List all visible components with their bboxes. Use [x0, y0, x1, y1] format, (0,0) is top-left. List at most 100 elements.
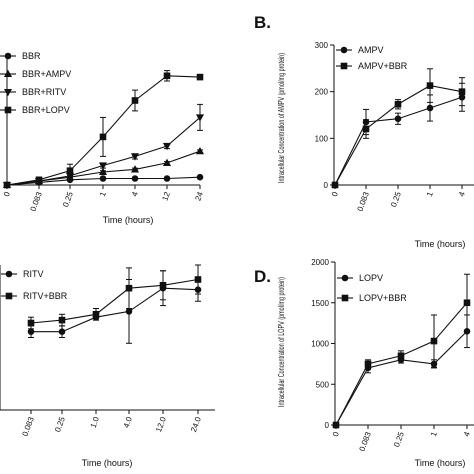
- legend-entry: BBR: [0, 51, 41, 61]
- data-point: [92, 311, 100, 318]
- legend-marker: [4, 106, 12, 114]
- y-tick-label: 0: [325, 421, 330, 430]
- legend-label: LOPV: [359, 273, 383, 283]
- series-lopv: [332, 314, 471, 429]
- series-line: [30, 278, 199, 324]
- x-tick-label: 1.0: [89, 415, 101, 429]
- data-point: [162, 142, 172, 151]
- data-point: [196, 173, 204, 181]
- data-point: [27, 328, 35, 336]
- chart-panel-d: 0 0.083 0.25 1 4 0 500 1000 1500 2000 Time (hours)…: [254, 258, 474, 468]
- legend-entry: AMPV+BBR: [336, 61, 408, 71]
- x-tick-label: 24: [193, 190, 205, 202]
- data-point: [463, 299, 471, 307]
- data-point: [162, 158, 172, 166]
- data-point: [426, 104, 434, 112]
- data-point: [125, 308, 133, 315]
- y-tick-label: 1000: [311, 340, 329, 349]
- legend-marker: [341, 294, 349, 302]
- legend-label: BBR+AMPV: [22, 69, 71, 79]
- y-axis-label: Intracellular Concentration of LOPV (pmo…: [276, 277, 286, 407]
- series-line: [334, 96, 463, 186]
- series-line: [31, 287, 199, 333]
- x-tick-label: 0.083: [356, 190, 371, 212]
- data-point: [430, 337, 438, 345]
- x-tick-label: 4: [130, 190, 140, 198]
- data-point: [397, 352, 405, 360]
- legend-entry: AMPV: [336, 45, 384, 55]
- legend-entry: BBR+RITV: [0, 87, 66, 97]
- data-point: [163, 175, 171, 182]
- legend-label: AMPV: [358, 45, 384, 55]
- data-point: [159, 282, 167, 289]
- data-point: [125, 284, 133, 292]
- x-tick-label: 12: [160, 190, 172, 202]
- x-tick-label: 1: [429, 430, 439, 438]
- chart-panel-b: 0 0.083 0.25 1 4 0 100 200 300 Time (hours) Intrac…: [254, 13, 474, 249]
- x-tick-label: 0.083: [21, 415, 36, 437]
- legend-entry: RITV: [1, 269, 44, 279]
- x-axis-label: Time (hours): [415, 239, 466, 249]
- panel-label: B.: [254, 13, 271, 32]
- data-point: [331, 181, 339, 189]
- data-point: [99, 175, 107, 182]
- x-tick-label: 0.25: [53, 415, 67, 433]
- series-bbr-lopv: [3, 70, 204, 189]
- legend-marker: [4, 52, 12, 60]
- x-tick-label: 24.0: [189, 415, 203, 433]
- legend-label: LOPV+BBR: [359, 293, 407, 303]
- legend-label: RITV+BBR: [23, 291, 68, 301]
- x-tick-label: 4: [457, 190, 467, 198]
- series-line: [335, 330, 468, 426]
- data-point: [66, 167, 74, 174]
- series-lopv-bbr: [332, 273, 471, 429]
- legend-marker: [5, 270, 13, 278]
- y-tick-label: 2000: [311, 258, 329, 267]
- data-point: [58, 316, 66, 324]
- series-ritv-bbr: [27, 264, 202, 330]
- x-tick-label: 4: [462, 430, 472, 438]
- y-tick-label: 0: [324, 181, 329, 190]
- y-axis-label: Intracellular Concentration of AMPV (pmo…: [276, 53, 286, 183]
- legend-entry: BBR+AMPV: [0, 69, 71, 79]
- series-line: [335, 302, 468, 426]
- data-point: [362, 125, 370, 133]
- legend-label: AMPV+BBR: [358, 61, 408, 71]
- data-point: [195, 146, 205, 155]
- data-point: [332, 421, 340, 429]
- legend-label: BBR+RITV: [22, 87, 66, 97]
- data-point: [194, 276, 202, 283]
- data-point: [131, 175, 139, 182]
- data-point: [394, 100, 402, 108]
- x-tick-label: 0.083: [358, 430, 373, 452]
- x-tick-label: 0: [330, 190, 340, 198]
- data-point: [98, 167, 108, 176]
- data-point: [35, 176, 43, 184]
- data-point: [130, 165, 140, 173]
- x-tick-label: 4.0: [122, 415, 134, 429]
- legend-marker: [341, 274, 349, 282]
- data-point: [394, 115, 402, 123]
- data-point: [3, 181, 11, 189]
- data-point: [58, 328, 66, 336]
- legend-label: RITV: [23, 269, 44, 279]
- y-tick-label: 300: [315, 41, 329, 50]
- legend-marker: [5, 292, 13, 300]
- panel-label: D.: [254, 267, 271, 286]
- legend-label: BBR+LOPV: [22, 105, 70, 115]
- x-axis-label: Time (hours): [415, 458, 466, 468]
- data-point: [99, 133, 107, 141]
- x-tick-label: 0.083: [29, 190, 44, 212]
- legend-marker: [3, 88, 13, 97]
- data-point: [163, 72, 171, 80]
- data-point: [458, 88, 466, 95]
- data-point: [130, 153, 140, 161]
- y-tick-label: 500: [316, 380, 330, 389]
- x-axis-label: Time (hours): [103, 215, 154, 225]
- x-tick-label: 0.25: [392, 430, 406, 448]
- chart-panel-a: 0 0.083 0.25 1 4 12 24 Time (hours) BBR BBR+AMPV B…: [0, 51, 205, 225]
- legend-marker: [3, 69, 13, 78]
- legend-entry: LOPV: [337, 273, 383, 283]
- x-tick-label: 0: [2, 190, 12, 198]
